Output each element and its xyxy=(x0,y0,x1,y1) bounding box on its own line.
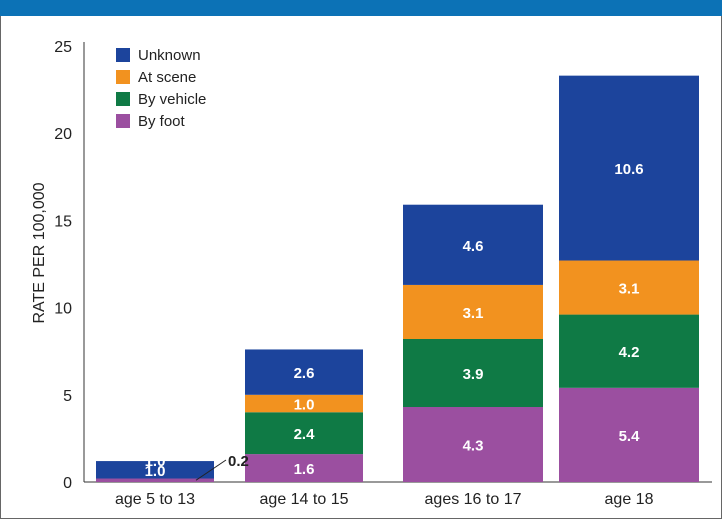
y-axis-label: RATE PER 100,000 xyxy=(31,182,48,323)
bar-segment xyxy=(245,394,363,413)
bar-value-label: 3.1 xyxy=(619,281,640,298)
legend: Unknown At scene By vehicle By foot xyxy=(116,47,206,130)
y-axis-label-group: RATE PER 100,000 xyxy=(31,182,48,323)
legend-label: At scene xyxy=(138,69,196,86)
legend-label: By vehicle xyxy=(138,91,206,108)
bar-segment xyxy=(559,387,699,482)
bar-value-label: 10.6 xyxy=(614,161,643,178)
y-ticks: 0 5 10 15 20 25 xyxy=(54,39,72,492)
bar-value-label: 1.6 xyxy=(294,461,315,478)
bar-value-label: 1.0 xyxy=(145,453,166,470)
callout-line xyxy=(195,459,227,481)
x-tick-label: age 5 to 13 xyxy=(115,491,195,508)
legend-label: By foot xyxy=(138,113,186,130)
bar-segment xyxy=(403,407,543,482)
bar-segment xyxy=(559,260,699,315)
bar-value-label: 3.9 xyxy=(463,366,484,383)
bar-segment xyxy=(559,75,699,261)
legend-label: Unknown xyxy=(138,47,201,64)
y-tick-label: 0 xyxy=(63,475,72,492)
bar-segment xyxy=(403,284,543,339)
legend-swatch xyxy=(116,70,130,84)
callout-label: 0.2 xyxy=(228,453,249,470)
bar-value-label: 1.0 xyxy=(145,463,166,480)
legend-swatch xyxy=(116,48,130,62)
bar-segment xyxy=(245,349,363,395)
bar-value-label: 3.1 xyxy=(463,305,484,322)
y-tick-label: 15 xyxy=(54,213,72,230)
x-tick-label: ages 16 to 17 xyxy=(425,491,522,508)
y-tick-label: 10 xyxy=(54,301,72,318)
y-tick-label: 20 xyxy=(54,126,72,143)
y-tick-label: 25 xyxy=(54,39,72,56)
bar-value-label: 1.0 xyxy=(294,397,315,414)
bar-segment xyxy=(96,461,214,479)
x-tick-label: age 18 xyxy=(605,491,654,508)
x-ticks: age 5 to 13 age 14 to 15 ages 16 to 17 age … xyxy=(115,491,654,508)
bar-value-label: 5.4 xyxy=(619,428,641,445)
x-tick-label: age 14 to 15 xyxy=(260,491,349,508)
bar-value-label: 4.6 xyxy=(463,238,484,255)
bar-segment xyxy=(245,412,363,455)
bar-value-label: 2.6 xyxy=(294,365,315,382)
bars: 1.0 1.6 2.4 1.0 2.6 4.3 3.9 3.1 4.6 5.4 4.2 3.1 10.6… xyxy=(96,75,699,482)
bar-segment xyxy=(559,314,699,388)
bar-value-label: 4.2 xyxy=(619,344,640,361)
bar-segment xyxy=(403,204,543,285)
bar-value-label: 2.4 xyxy=(294,426,316,443)
bar-segment xyxy=(403,338,543,408)
bar-segment xyxy=(245,454,363,482)
legend-swatch xyxy=(116,92,130,106)
header-bar xyxy=(0,0,722,16)
legend-swatch xyxy=(116,114,130,128)
y-tick-label: 5 xyxy=(63,388,72,405)
bar-segment xyxy=(96,478,214,482)
bar-value-label: 4.3 xyxy=(463,438,484,455)
